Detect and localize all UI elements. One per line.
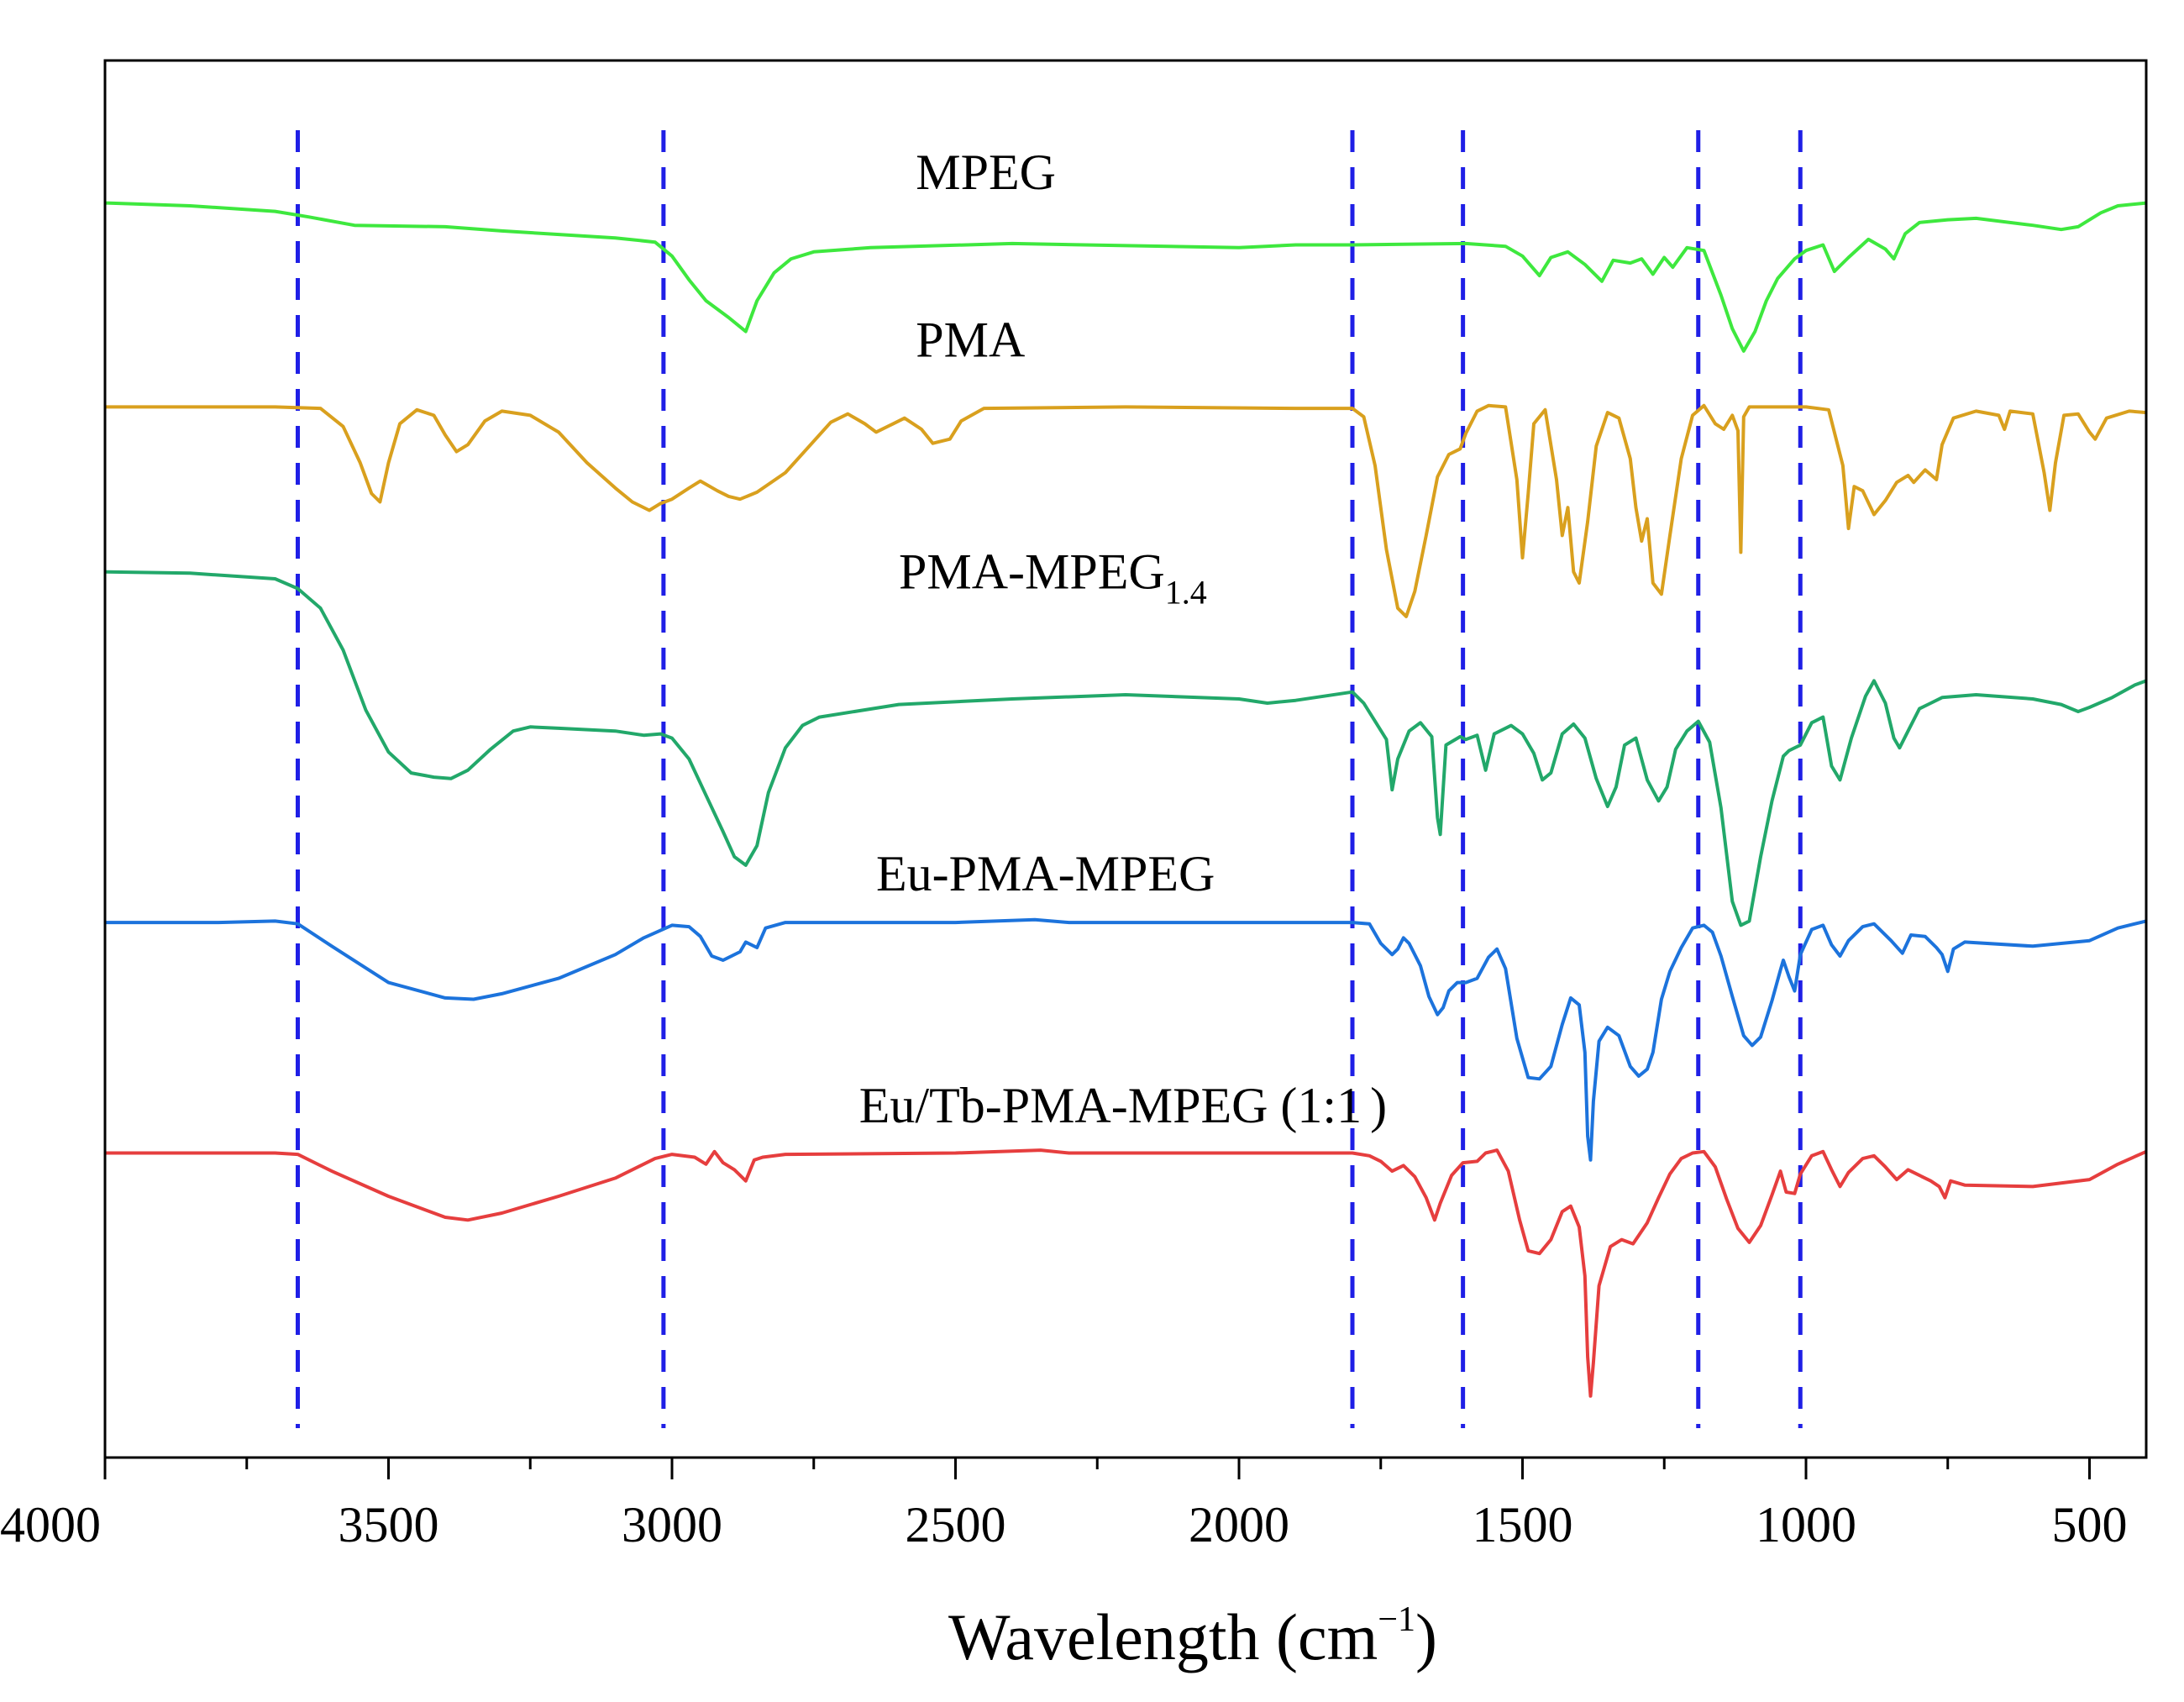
x-tick-label: 2000	[1189, 1497, 1289, 1552]
x-tick-label: 4000	[0, 1497, 101, 1552]
series-label-tail: )	[1370, 1078, 1387, 1133]
plot-frame	[103, 59, 2148, 1459]
series-line-1	[104, 201, 2147, 353]
series-label-5: Eu/Tb-PMA-MPEG (1:1)	[859, 1078, 1387, 1133]
series-label-main: MPEG	[916, 144, 1056, 200]
x-tick-label: 500	[2052, 1497, 2128, 1552]
series-line-5	[105, 1148, 2147, 1398]
x-tick-label: 1000	[1756, 1497, 1856, 1552]
series-label-subscript: 1.4	[1165, 574, 1207, 612]
series-label-3: PMA-MPEG1.4	[899, 544, 1207, 612]
series-label-1: MPEG	[916, 144, 1056, 200]
x-axis-title-superscript: −1	[1378, 1600, 1415, 1639]
series-labels: MPEG PMA PMA-MPEG1.4 Eu-PMA-MPEG Eu/Tb-PMA-M…	[859, 144, 1387, 1133]
x-axis: 4000 3500 3000 2500 2000 1500 1000 500	[0, 1458, 2128, 1552]
series-line-3	[104, 570, 2147, 927]
reference-lines	[296, 130, 1803, 1428]
x-axis-title-close: )	[1415, 1600, 1437, 1673]
series-line-2	[105, 403, 2147, 618]
series-line-4	[105, 917, 2147, 1162]
x-tick-label: 3000	[622, 1497, 722, 1552]
x-tick-label: 3500	[339, 1497, 439, 1552]
x-axis-title-main: Wavelength (cm	[948, 1600, 1378, 1673]
series-label-main: Eu/Tb-PMA-MPEG (1:1	[859, 1078, 1362, 1133]
series-label-4: Eu-PMA-MPEG	[876, 846, 1215, 901]
series-label-main: PMA	[916, 313, 1025, 368]
x-axis-title: Wavelength (cm−1)	[948, 1600, 1437, 1673]
series-label-main: PMA-MPEG	[899, 544, 1165, 600]
series-lines	[104, 201, 2147, 1398]
x-tick-label: 2500	[906, 1497, 1006, 1552]
series-label-main: Eu-PMA-MPEG	[876, 846, 1215, 901]
x-tick-label: 1500	[1473, 1497, 1573, 1552]
series-label-2: PMA	[916, 313, 1025, 368]
